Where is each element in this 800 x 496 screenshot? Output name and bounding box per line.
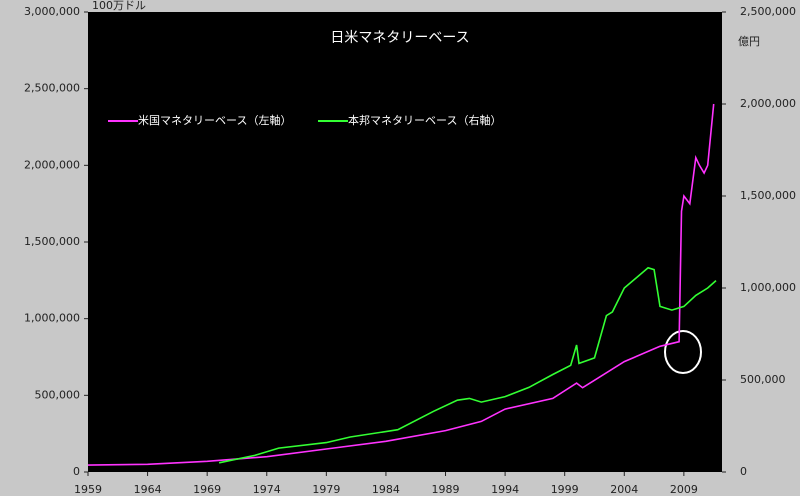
y2-axis-label: 億円 xyxy=(738,35,760,48)
x-tick-label: 1974 xyxy=(253,483,281,496)
x-tick-label: 1999 xyxy=(551,483,579,496)
x-tick-label: 2009 xyxy=(670,483,698,496)
y-tick-label: 500,000 xyxy=(35,388,81,401)
highlight-circle xyxy=(664,330,702,374)
y-tick-label: 0 xyxy=(73,465,80,478)
y2-tick-label: 500,000 xyxy=(740,373,786,386)
legend-label: 本邦マネタリーベース（右軸） xyxy=(348,113,501,127)
chart-title: 日米マネタリーベース xyxy=(330,30,469,46)
y-tick-label: 2,500,000 xyxy=(24,82,80,95)
y-tick-label: 1,500,000 xyxy=(24,235,80,248)
legend-label: 米国マネタリーベース（左軸） xyxy=(138,113,291,127)
x-tick-label: 1969 xyxy=(193,483,221,496)
y-tick-label: 3,000,000 xyxy=(24,5,80,18)
y2-tick-label: 2,000,000 xyxy=(740,97,796,110)
y-tick-label: 1,000,000 xyxy=(24,312,80,325)
x-tick-label: 1959 xyxy=(74,483,102,496)
y2-tick-label: 1,500,000 xyxy=(740,189,796,202)
line-series xyxy=(218,266,717,464)
x-tick-label: 1989 xyxy=(432,483,460,496)
y2-tick-label: 2,500,000 xyxy=(740,5,796,18)
y-axis-label: 100万ドル xyxy=(92,0,146,12)
x-tick-label: 1979 xyxy=(312,483,340,496)
x-tick-label: 2004 xyxy=(610,483,638,496)
x-tick-label: 1964 xyxy=(134,483,162,496)
x-tick-label: 1984 xyxy=(372,483,400,496)
y2-tick-label: 0 xyxy=(740,465,747,478)
plot-area xyxy=(88,12,722,472)
y-tick-label: 2,000,000 xyxy=(24,158,80,171)
y2-tick-label: 1,000,000 xyxy=(740,281,796,294)
line-series xyxy=(87,103,715,466)
x-tick-label: 1994 xyxy=(491,483,519,496)
